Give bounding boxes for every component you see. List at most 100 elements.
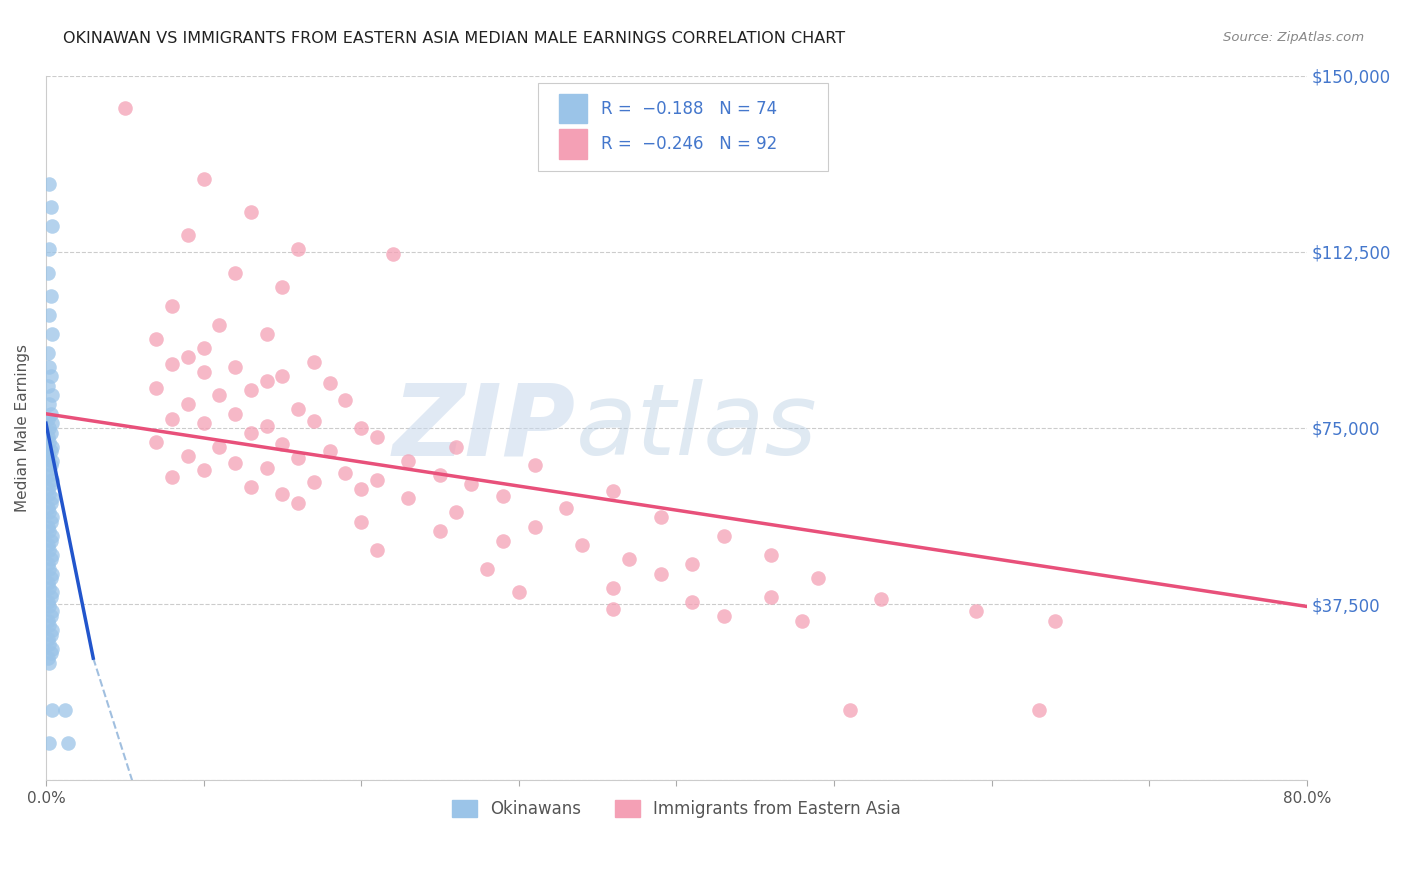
Point	[681, 595, 703, 609]
Point	[287, 243, 309, 257]
Point	[177, 449, 200, 463]
Point	[160, 299, 183, 313]
Point	[37, 500, 59, 515]
Point	[39, 590, 62, 604]
Point	[965, 604, 987, 618]
Point	[145, 381, 167, 395]
Point	[39, 477, 62, 491]
Point	[224, 266, 246, 280]
Point	[350, 515, 373, 529]
Point	[37, 595, 59, 609]
Point	[38, 308, 60, 322]
Point	[381, 247, 404, 261]
Point	[477, 562, 499, 576]
Point	[177, 228, 200, 243]
Point	[239, 204, 262, 219]
Point	[37, 463, 59, 477]
Point	[460, 477, 482, 491]
Text: OKINAWAN VS IMMIGRANTS FROM EASTERN ASIA MEDIAN MALE EARNINGS CORRELATION CHART: OKINAWAN VS IMMIGRANTS FROM EASTERN ASIA…	[63, 31, 845, 46]
Point	[38, 449, 60, 463]
Point	[444, 440, 467, 454]
Point	[38, 581, 60, 595]
Point	[41, 219, 63, 233]
Point	[37, 519, 59, 533]
Point	[39, 444, 62, 458]
Point	[807, 571, 830, 585]
Point	[114, 102, 136, 116]
Point	[1028, 703, 1050, 717]
Point	[318, 444, 340, 458]
Point	[56, 736, 79, 750]
Point	[39, 647, 62, 661]
Point	[39, 425, 62, 440]
Point	[38, 524, 60, 539]
Point	[160, 470, 183, 484]
Point	[838, 703, 860, 717]
Point	[366, 543, 388, 558]
Point	[602, 484, 624, 499]
Point	[713, 529, 735, 543]
Point	[41, 473, 63, 487]
Point	[39, 608, 62, 623]
Point	[444, 506, 467, 520]
Point	[650, 510, 672, 524]
Point	[37, 345, 59, 359]
Point	[1043, 614, 1066, 628]
Point	[287, 402, 309, 417]
Point	[38, 656, 60, 670]
Bar	[560, 94, 586, 123]
Point	[38, 562, 60, 576]
Point	[713, 608, 735, 623]
Point	[41, 703, 63, 717]
Point	[492, 533, 515, 548]
Point	[256, 374, 278, 388]
Point	[38, 618, 60, 632]
Point	[41, 416, 63, 430]
Point	[37, 576, 59, 591]
Point	[239, 480, 262, 494]
Point	[37, 447, 59, 461]
Point	[41, 585, 63, 599]
Point	[318, 376, 340, 391]
Point	[792, 614, 814, 628]
Point	[208, 440, 231, 454]
Point	[39, 552, 62, 566]
Point	[398, 491, 420, 506]
Point	[39, 458, 62, 473]
Point	[523, 519, 546, 533]
Point	[350, 421, 373, 435]
FancyBboxPatch shape	[537, 83, 828, 170]
Point	[429, 467, 451, 482]
Point	[224, 407, 246, 421]
Point	[193, 341, 215, 355]
Point	[38, 177, 60, 191]
Point	[41, 623, 63, 637]
Point	[335, 392, 357, 407]
Point	[41, 529, 63, 543]
Point	[239, 384, 262, 398]
Point	[350, 482, 373, 496]
Point	[160, 411, 183, 425]
Point	[38, 506, 60, 520]
Point	[37, 651, 59, 665]
Point	[38, 736, 60, 750]
Point	[37, 411, 59, 425]
Point	[398, 454, 420, 468]
Point	[41, 388, 63, 402]
Point	[256, 326, 278, 341]
Point	[271, 369, 294, 384]
Point	[41, 641, 63, 656]
Point	[39, 533, 62, 548]
Point	[38, 599, 60, 614]
Point	[37, 266, 59, 280]
Point	[208, 318, 231, 332]
Point	[41, 510, 63, 524]
Point	[39, 200, 62, 214]
Point	[38, 467, 60, 482]
Point	[555, 500, 578, 515]
Point	[287, 451, 309, 466]
Point	[602, 581, 624, 595]
Point	[271, 437, 294, 451]
Point	[37, 538, 59, 552]
Text: Source: ZipAtlas.com: Source: ZipAtlas.com	[1223, 31, 1364, 45]
